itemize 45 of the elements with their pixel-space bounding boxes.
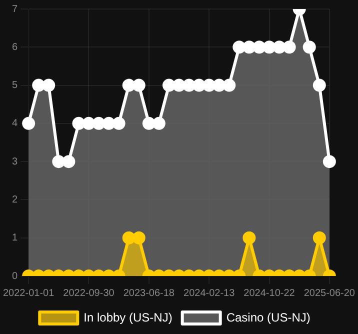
point: [42, 78, 56, 92]
point: [282, 40, 296, 54]
point: [72, 116, 86, 130]
point: [242, 40, 256, 54]
point: [182, 78, 196, 92]
y-tick-label: 4: [12, 118, 18, 130]
point: [232, 40, 246, 54]
point: [262, 40, 276, 54]
y-tick-label: 7: [12, 4, 18, 15]
point: [52, 155, 66, 168]
y-tick-label: 1: [12, 232, 18, 244]
point: [122, 78, 136, 92]
point: [152, 116, 166, 130]
y-tick-label: 5: [12, 80, 18, 92]
x-tick-label: 2024-10-22: [244, 288, 296, 299]
y-tick-label: 3: [12, 156, 18, 168]
point: [222, 78, 236, 92]
x-tick-label: 2023-06-18: [123, 288, 175, 299]
point: [142, 116, 156, 130]
point: [102, 116, 116, 130]
point: [82, 116, 96, 130]
point: [322, 155, 336, 168]
point: [92, 116, 106, 130]
x-tick-label: 2024-02-13: [184, 288, 236, 299]
point: [212, 78, 226, 92]
point: [112, 116, 126, 130]
point: [192, 78, 206, 92]
point: [62, 155, 76, 168]
point: [312, 78, 326, 92]
legend-label: In lobby (US-NJ): [84, 310, 172, 324]
point: [252, 40, 266, 54]
x-tick-label: 2025-06-20: [304, 288, 356, 299]
point: [132, 78, 146, 92]
legend-label: Casino (US-NJ): [226, 310, 310, 324]
point: [172, 78, 186, 92]
y-tick-label: 2: [12, 194, 18, 206]
point: [272, 40, 286, 54]
point: [162, 78, 176, 92]
y-tick-label: 0: [12, 270, 18, 282]
y-tick-label: 6: [12, 42, 18, 53]
point: [32, 78, 46, 92]
x-tick-label: 2022-09-30: [63, 288, 115, 299]
x-tick-label: 2022-01-01: [3, 288, 55, 299]
point: [302, 40, 316, 54]
point: [202, 78, 216, 92]
